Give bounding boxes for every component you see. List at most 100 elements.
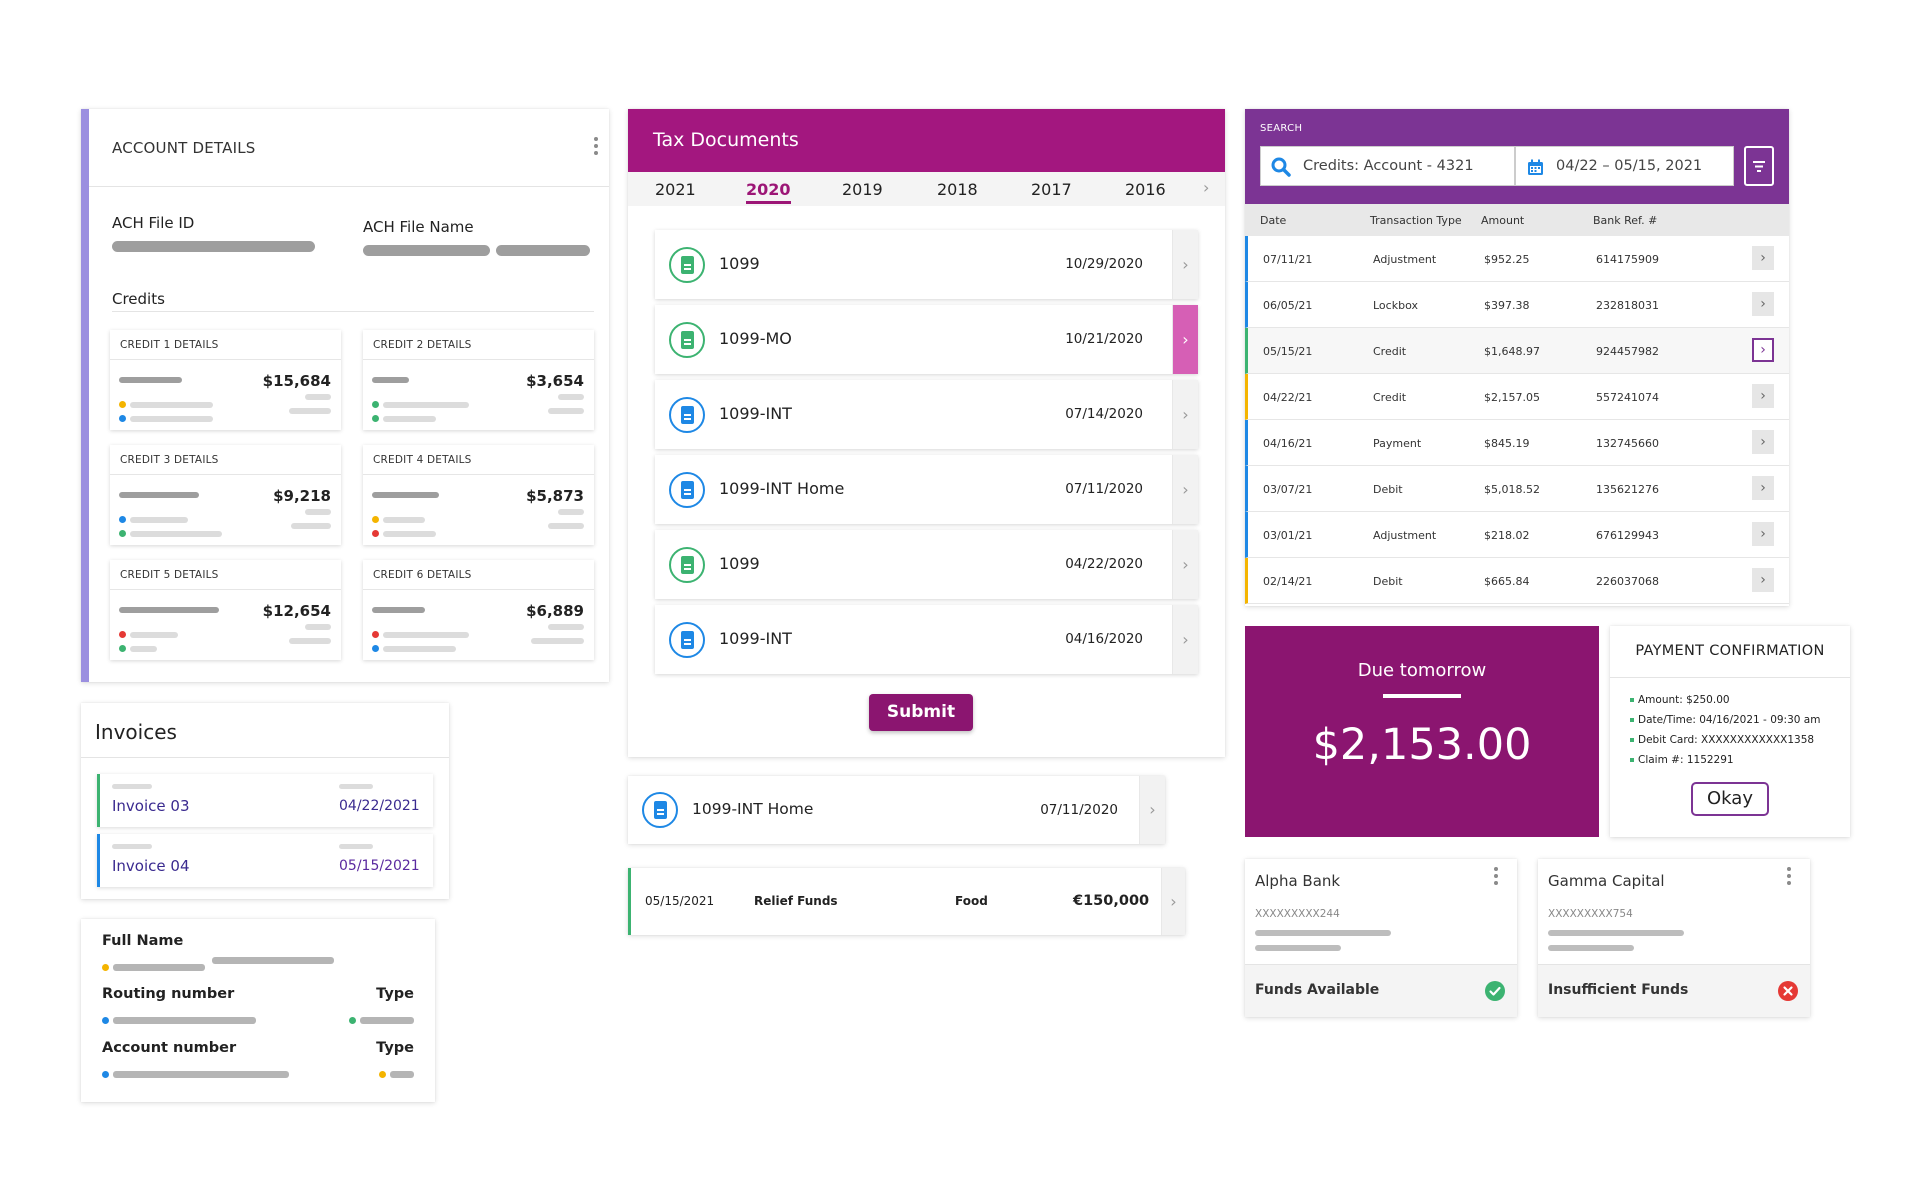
tab-year[interactable]: 2017 <box>1031 180 1072 199</box>
date-range-input[interactable]: 04/22 – 05/15, 2021 <box>1515 146 1734 186</box>
chevron-right-icon[interactable]: › <box>1172 455 1198 524</box>
chevron-right-icon[interactable]: › <box>1172 380 1198 449</box>
tab-year[interactable]: 2018 <box>937 180 978 199</box>
divider <box>1383 694 1461 698</box>
column-header[interactable]: Date <box>1260 214 1287 227</box>
bullet-icon <box>1630 738 1634 742</box>
credit-card[interactable]: CREDIT 1 DETAILS $15,684 <box>110 330 341 430</box>
chevron-right-icon[interactable]: › <box>1172 605 1198 674</box>
tab-year[interactable]: 2016 <box>1125 180 1166 199</box>
table-row[interactable]: 03/07/21 Debit $5,018.52 135621276 › <box>1245 466 1789 512</box>
account-number-label: Account number <box>102 1040 237 1056</box>
bank-account-number: XXXXXXXXX244 <box>1255 908 1340 920</box>
account-details-card: ACCOUNT DETAILS ACH File ID ACH File Nam… <box>81 109 609 682</box>
chevron-right-icon[interactable]: › <box>1752 522 1774 546</box>
chevron-right-icon[interactable]: › <box>1752 338 1774 362</box>
bank-name: Alpha Bank <box>1255 872 1341 890</box>
confirmation-line: Debit Card: XXXXXXXXXXXX1358 <box>1638 734 1815 746</box>
bank-account-card[interactable]: Alpha Bank XXXXXXXXX244 Funds Available <box>1245 859 1517 1017</box>
transactions-search-card: SEARCH Credits: Account - 4321 04/22 – 0… <box>1245 109 1789 606</box>
credit-card[interactable]: CREDIT 5 DETAILS $12,654 <box>110 560 341 660</box>
column-header[interactable]: Transaction Type <box>1370 214 1462 227</box>
placeholder-line <box>339 784 373 789</box>
tax-document-row[interactable]: 1099 10/29/2020 › <box>655 230 1198 299</box>
tax-document-row[interactable]: 1099 04/22/2020 › <box>655 530 1198 599</box>
placeholder-line <box>558 509 584 515</box>
table-row[interactable]: 04/16/21 Payment $845.19 132745660 › <box>1245 420 1789 466</box>
chevron-right-icon[interactable]: › <box>1752 568 1774 592</box>
row-ref: 135621276 <box>1596 483 1659 496</box>
table-row[interactable]: 07/11/21 Adjustment $952.25 614175909 › <box>1245 236 1789 282</box>
bank-account-card[interactable]: Gamma Capital XXXXXXXXX754 Insufficient … <box>1538 859 1810 1017</box>
placeholder-line <box>383 645 456 652</box>
placeholder-line <box>212 957 334 964</box>
filter-button[interactable] <box>1744 146 1774 186</box>
chevron-right-icon[interactable]: › <box>1172 305 1198 374</box>
tab-year[interactable]: 2019 <box>842 180 883 199</box>
chevron-right-icon[interactable]: › <box>1203 178 1210 197</box>
credit-title: CREDIT 6 DETAILS <box>363 560 594 590</box>
invoice-name[interactable]: Invoice 03 <box>112 797 190 815</box>
tax-document-row[interactable]: 1099-INT 04/16/2020 › <box>655 605 1198 674</box>
row-date: 04/16/21 <box>1263 437 1313 450</box>
tab-year-active[interactable]: 2020 <box>746 180 791 204</box>
okay-button[interactable]: Okay <box>1691 782 1769 816</box>
document-icon <box>669 622 705 658</box>
placeholder-line <box>383 401 469 408</box>
credit-title: CREDIT 1 DETAILS <box>110 330 341 360</box>
row-amount: $952.25 <box>1484 253 1530 266</box>
chevron-right-icon[interactable]: › <box>1172 530 1198 599</box>
invoice-row[interactable]: Invoice 04 05/15/2021 <box>97 834 433 887</box>
date-range-value: 04/22 – 05/15, 2021 <box>1556 158 1703 174</box>
chevron-right-icon[interactable]: › <box>1752 292 1774 316</box>
credit-card[interactable]: CREDIT 3 DETAILS $9,218 <box>110 445 341 545</box>
more-options-icon[interactable] <box>1787 867 1791 885</box>
placeholder-line <box>305 624 331 630</box>
row-type: Payment <box>1373 437 1422 450</box>
chevron-right-icon[interactable]: › <box>1752 476 1774 500</box>
table-row[interactable]: 05/15/21 Credit $1,648.97 924457982 › <box>1245 328 1789 374</box>
tab-year[interactable]: 2021 <box>655 180 696 199</box>
tax-document-row[interactable]: 1099-INT Home 07/11/2020 › <box>628 776 1165 844</box>
invoice-name[interactable]: Invoice 04 <box>112 857 190 875</box>
submit-button[interactable]: Submit <box>869 694 973 731</box>
credit-card[interactable]: CREDIT 6 DETAILS $6,889 <box>363 560 594 660</box>
transaction-row[interactable]: 05/15/2021 Relief Funds Food €150,000 › <box>628 868 1185 935</box>
placeholder-line <box>372 377 409 383</box>
credit-title: CREDIT 3 DETAILS <box>110 445 341 475</box>
routing-number-label: Routing number <box>102 986 235 1002</box>
placeholder-line <box>383 530 436 537</box>
placeholder-line <box>548 624 584 630</box>
tax-document-row-selected[interactable]: 1099-MO 10/21/2020 › <box>655 305 1198 374</box>
row-type: Debit <box>1373 483 1403 496</box>
credit-card[interactable]: CREDIT 4 DETAILS $5,873 <box>363 445 594 545</box>
tax-document-row[interactable]: 1099-INT 07/14/2020 › <box>655 380 1198 449</box>
status-dot <box>119 631 126 638</box>
document-name: 1099 <box>719 254 760 273</box>
chevron-right-icon[interactable]: › <box>1161 868 1185 935</box>
column-header[interactable]: Bank Ref. # <box>1593 214 1658 227</box>
more-options-icon[interactable] <box>1494 867 1498 885</box>
tax-document-row[interactable]: 1099-INT Home 07/11/2020 › <box>655 455 1198 524</box>
chevron-right-icon[interactable]: › <box>1139 776 1165 844</box>
column-header[interactable]: Amount <box>1481 214 1525 227</box>
chevron-right-icon[interactable]: › <box>1752 430 1774 454</box>
table-row[interactable]: 06/05/21 Lockbox $397.38 232818031 › <box>1245 282 1789 328</box>
table-row[interactable]: 02/14/21 Debit $665.84 226037068 › <box>1245 558 1789 604</box>
credit-amount: $15,684 <box>262 372 331 390</box>
invoice-row[interactable]: Invoice 03 04/22/2021 <box>97 774 433 827</box>
more-options-icon[interactable] <box>594 137 598 155</box>
table-row[interactable]: 03/01/21 Adjustment $218.02 676129943 › <box>1245 512 1789 558</box>
chevron-right-icon[interactable]: › <box>1172 230 1198 299</box>
credit-card[interactable]: CREDIT 2 DETAILS $3,654 <box>363 330 594 430</box>
chevron-right-icon[interactable]: › <box>1752 246 1774 270</box>
row-date: 06/05/21 <box>1263 299 1313 312</box>
placeholder-line <box>112 844 152 849</box>
chevron-right-icon[interactable]: › <box>1752 384 1774 408</box>
credit-title: CREDIT 5 DETAILS <box>110 560 341 590</box>
search-input[interactable]: Credits: Account - 4321 <box>1260 146 1515 186</box>
placeholder-line <box>119 492 199 498</box>
bank-info-card: Full Name Routing number Type Account nu… <box>81 919 435 1102</box>
confirmation-line: Amount: $250.00 <box>1638 694 1730 706</box>
table-row[interactable]: 04/22/21 Credit $2,157.05 557241074 › <box>1245 374 1789 420</box>
